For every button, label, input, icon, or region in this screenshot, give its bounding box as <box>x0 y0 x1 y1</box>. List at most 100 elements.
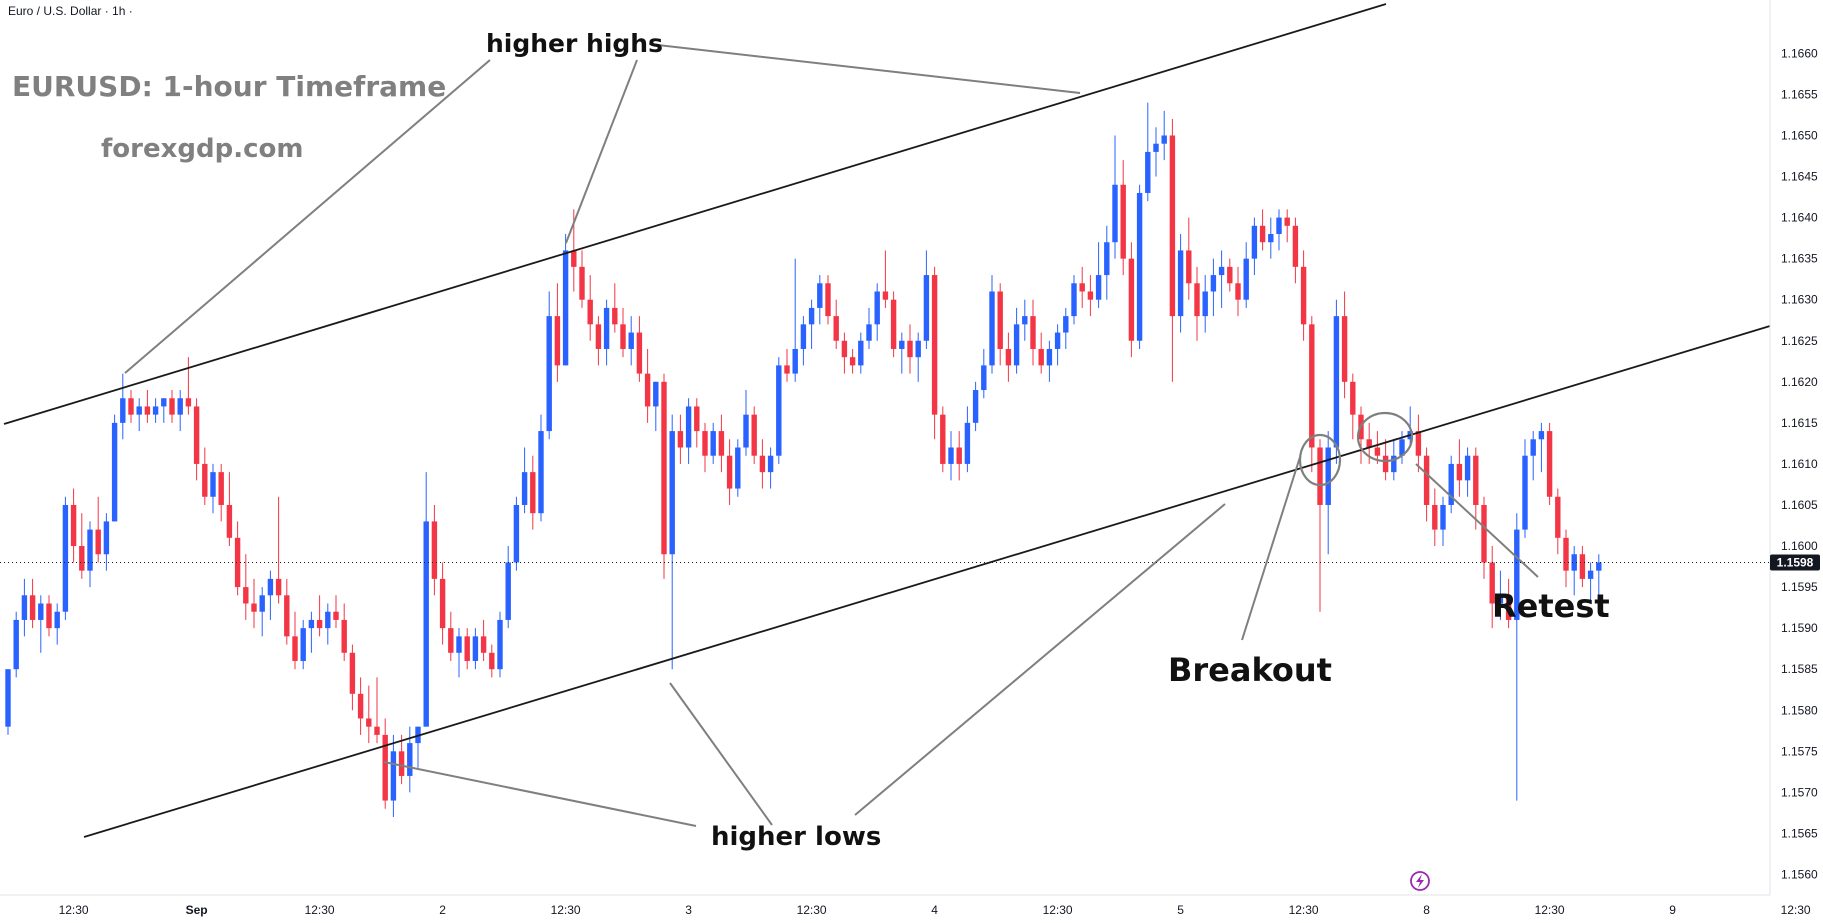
candle[interactable] <box>1013 307 1020 374</box>
candle[interactable] <box>1071 275 1077 325</box>
candle[interactable] <box>489 644 495 678</box>
candle[interactable] <box>931 266 938 440</box>
candle[interactable] <box>161 398 167 423</box>
candle[interactable] <box>1587 562 1594 604</box>
candle[interactable] <box>784 348 790 382</box>
channel-upper-line[interactable] <box>3 3 1387 425</box>
candle[interactable] <box>398 734 405 785</box>
candle[interactable] <box>38 595 44 653</box>
symbol-header[interactable]: Euro / U.S. Dollar · 1h · <box>8 4 133 18</box>
candle[interactable] <box>776 357 782 464</box>
candle[interactable] <box>70 488 77 563</box>
candle[interactable] <box>95 496 101 563</box>
candle[interactable] <box>243 554 249 620</box>
candle[interactable] <box>1522 439 1528 538</box>
candle[interactable] <box>1038 332 1044 374</box>
candle[interactable] <box>226 472 233 547</box>
candle[interactable] <box>21 578 28 637</box>
candle[interactable] <box>825 275 831 325</box>
candle[interactable] <box>948 431 954 481</box>
candle[interactable] <box>1235 266 1241 317</box>
candle[interactable] <box>54 603 60 645</box>
candle[interactable] <box>694 398 700 448</box>
candle[interactable] <box>87 521 93 588</box>
candle[interactable] <box>1341 291 1348 399</box>
candle[interactable] <box>193 398 200 481</box>
candle[interactable] <box>612 283 618 333</box>
candle[interactable] <box>390 734 397 817</box>
candle[interactable] <box>530 455 536 530</box>
candle[interactable] <box>292 611 298 670</box>
candle[interactable] <box>685 398 692 464</box>
candle[interactable] <box>1145 102 1151 202</box>
candle[interactable] <box>374 677 380 744</box>
candle[interactable] <box>341 603 347 661</box>
candle[interactable] <box>202 447 208 505</box>
candle[interactable] <box>1087 275 1094 317</box>
candle[interactable] <box>981 348 987 399</box>
candle[interactable] <box>1079 266 1085 308</box>
candle[interactable] <box>833 299 839 349</box>
candle[interactable] <box>1473 447 1479 530</box>
candle[interactable] <box>1177 234 1184 333</box>
candle[interactable] <box>1063 307 1069 349</box>
candle[interactable] <box>251 578 257 629</box>
candle[interactable] <box>521 447 528 514</box>
candle[interactable] <box>1120 160 1126 276</box>
candle[interactable] <box>1432 488 1438 547</box>
candle[interactable] <box>1489 546 1495 629</box>
candle[interactable] <box>923 250 930 349</box>
candle[interactable] <box>1005 332 1012 382</box>
candle[interactable] <box>366 685 372 744</box>
candle[interactable] <box>702 422 708 473</box>
candle[interactable] <box>1276 209 1282 251</box>
candle[interactable] <box>1128 242 1135 358</box>
candle[interactable] <box>1325 431 1331 555</box>
candle[interactable] <box>964 406 971 473</box>
candle[interactable] <box>858 332 864 374</box>
candle[interactable] <box>1399 431 1405 464</box>
candle[interactable] <box>743 390 749 456</box>
candle[interactable] <box>1563 529 1569 588</box>
candle[interactable] <box>735 439 741 497</box>
candle[interactable] <box>603 299 610 366</box>
candle[interactable] <box>103 513 110 571</box>
candle[interactable] <box>661 373 667 579</box>
candle[interactable] <box>308 611 315 653</box>
candle[interactable] <box>136 398 142 432</box>
candle[interactable] <box>439 562 446 645</box>
candle[interactable] <box>505 546 511 629</box>
candle[interactable] <box>792 258 798 382</box>
candle[interactable] <box>800 316 807 366</box>
channel-lower-line[interactable] <box>83 325 1771 838</box>
candle[interactable] <box>1448 455 1454 514</box>
candle[interactable] <box>1259 209 1266 251</box>
candle[interactable] <box>579 250 585 308</box>
candle[interactable] <box>669 414 675 670</box>
candle[interactable] <box>940 406 946 473</box>
candle[interactable] <box>1112 135 1118 259</box>
candle[interactable] <box>759 439 766 489</box>
candle[interactable] <box>169 390 175 423</box>
candle[interactable] <box>562 234 569 366</box>
candle[interactable] <box>1054 324 1061 366</box>
candle[interactable] <box>472 628 479 670</box>
candle[interactable] <box>349 644 356 711</box>
candle[interactable] <box>1300 250 1307 341</box>
candle[interactable] <box>1481 496 1487 579</box>
candle[interactable] <box>1030 299 1036 366</box>
candle[interactable] <box>1415 414 1422 473</box>
candle[interactable] <box>316 595 323 637</box>
candle[interactable] <box>677 414 684 464</box>
candle[interactable] <box>1153 127 1159 177</box>
lightning-icon[interactable] <box>1410 871 1430 891</box>
candle[interactable] <box>480 619 487 661</box>
candle[interactable] <box>382 718 388 809</box>
candle[interactable] <box>456 628 462 678</box>
candle[interactable] <box>636 316 643 382</box>
candle[interactable] <box>866 307 872 349</box>
candle[interactable] <box>899 332 905 374</box>
candle[interactable] <box>218 463 224 522</box>
candle[interactable] <box>874 283 880 341</box>
